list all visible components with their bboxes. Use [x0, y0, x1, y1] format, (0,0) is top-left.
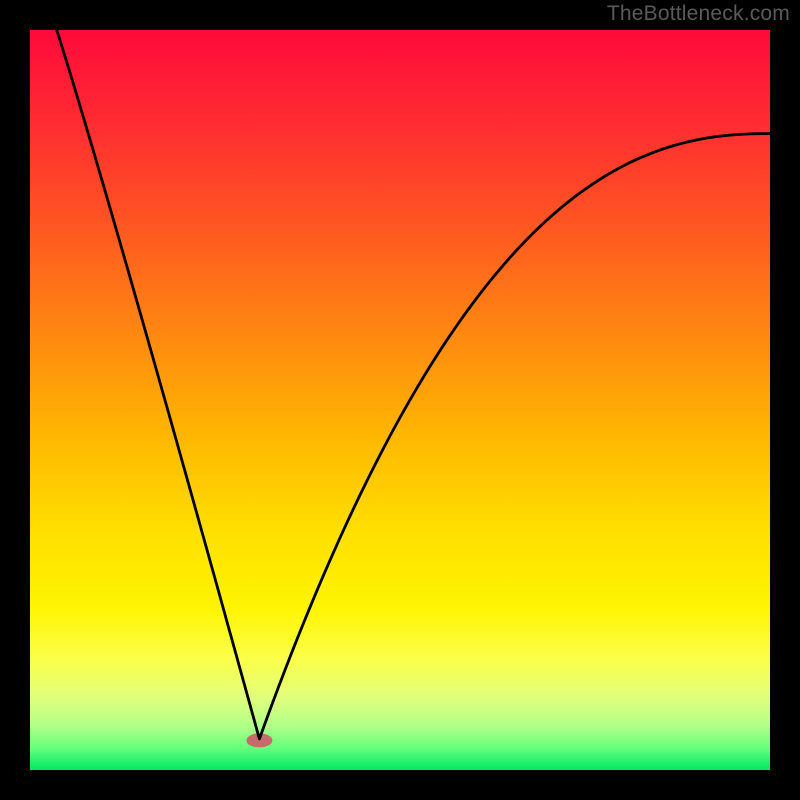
- chart-frame: TheBottleneck.com: [0, 0, 800, 800]
- bottleneck-chart: [0, 0, 800, 800]
- plot-area: [30, 30, 770, 770]
- watermark-text: TheBottleneck.com: [607, 2, 790, 26]
